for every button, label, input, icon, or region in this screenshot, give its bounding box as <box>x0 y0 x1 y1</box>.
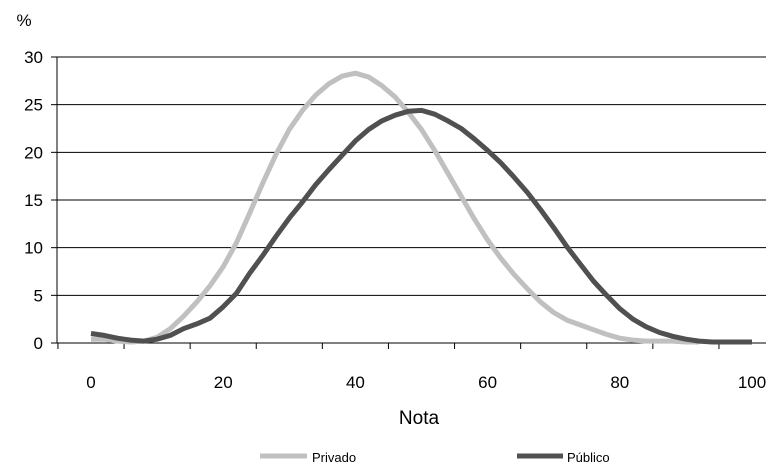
y-tick-label: 15 <box>24 191 43 210</box>
x-tick-label: 60 <box>478 373 497 392</box>
x-tick-label: 40 <box>346 373 365 392</box>
legend: Privado Público <box>260 450 610 465</box>
x-tick-label: 20 <box>214 373 233 392</box>
legend-label-0: Privado <box>312 450 356 465</box>
series-line-1 <box>90 107 752 345</box>
gridlines <box>57 56 766 296</box>
x-tick-label: 80 <box>610 373 629 392</box>
y-tick-label: 10 <box>24 239 43 258</box>
y-tick-label: 25 <box>24 96 43 115</box>
y-axis-unit-label: % <box>16 11 31 30</box>
legend-label-1: Público <box>567 450 610 465</box>
y-tick-label: 5 <box>34 286 43 305</box>
x-axis-title: Nota <box>399 408 440 429</box>
x-tick-label: 0 <box>86 373 95 392</box>
x-tick-label: 100 <box>738 373 766 392</box>
y-axis-ticks: 0 5 10 15 20 25 30 <box>24 48 57 353</box>
y-tick-label: 30 <box>24 48 43 67</box>
y-tick-label: 0 <box>34 334 43 353</box>
series-lines <box>90 70 752 345</box>
series-line-0 <box>91 70 700 345</box>
y-tick-label: 20 <box>24 143 43 162</box>
x-axis-ticks: 0 20 40 60 80 100 <box>57 343 766 392</box>
